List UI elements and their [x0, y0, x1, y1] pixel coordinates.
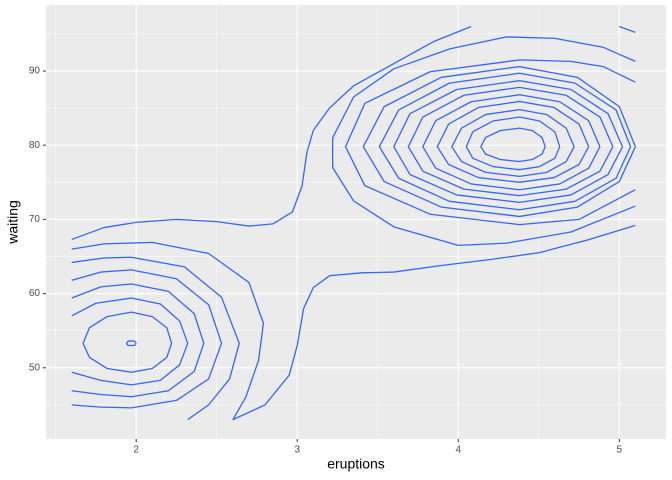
y-tick-label: 60	[29, 288, 41, 299]
contour-line	[125, 340, 137, 347]
contour-line	[393, 80, 624, 203]
contour-line	[71, 241, 265, 421]
y-tick-label: 90	[29, 66, 41, 77]
contour-line	[480, 127, 546, 163]
contour-line	[422, 94, 601, 191]
contour-line	[71, 269, 223, 409]
contour-line	[451, 108, 575, 178]
x-axis-title: eruptions	[327, 456, 385, 472]
contour-line	[362, 65, 637, 218]
x-tick-label: 3	[294, 445, 300, 456]
contour-line	[407, 86, 614, 197]
contour-line	[436, 100, 590, 183]
contour-line	[332, 36, 636, 247]
contour-line	[71, 256, 240, 421]
contours	[71, 25, 637, 421]
y-axis-title: waiting	[5, 200, 21, 245]
contour-line	[71, 25, 472, 241]
contour-line	[378, 72, 632, 211]
x-tick-label: 2	[133, 445, 139, 456]
y-tick-label: 70	[29, 214, 41, 225]
x-tick-label: 5	[617, 445, 623, 456]
contour-line	[232, 224, 636, 421]
contour-line	[465, 116, 561, 171]
axes: 2 3 4 5 50 60 70 80 90	[29, 66, 623, 456]
contour-line	[71, 283, 205, 398]
contour-line	[82, 311, 173, 373]
contour-line	[344, 59, 636, 226]
y-tick-label: 80	[29, 140, 41, 151]
y-tick-label: 50	[29, 362, 41, 373]
x-tick-label: 4	[455, 445, 461, 456]
contour-line	[619, 25, 636, 34]
contour-line	[71, 297, 189, 386]
